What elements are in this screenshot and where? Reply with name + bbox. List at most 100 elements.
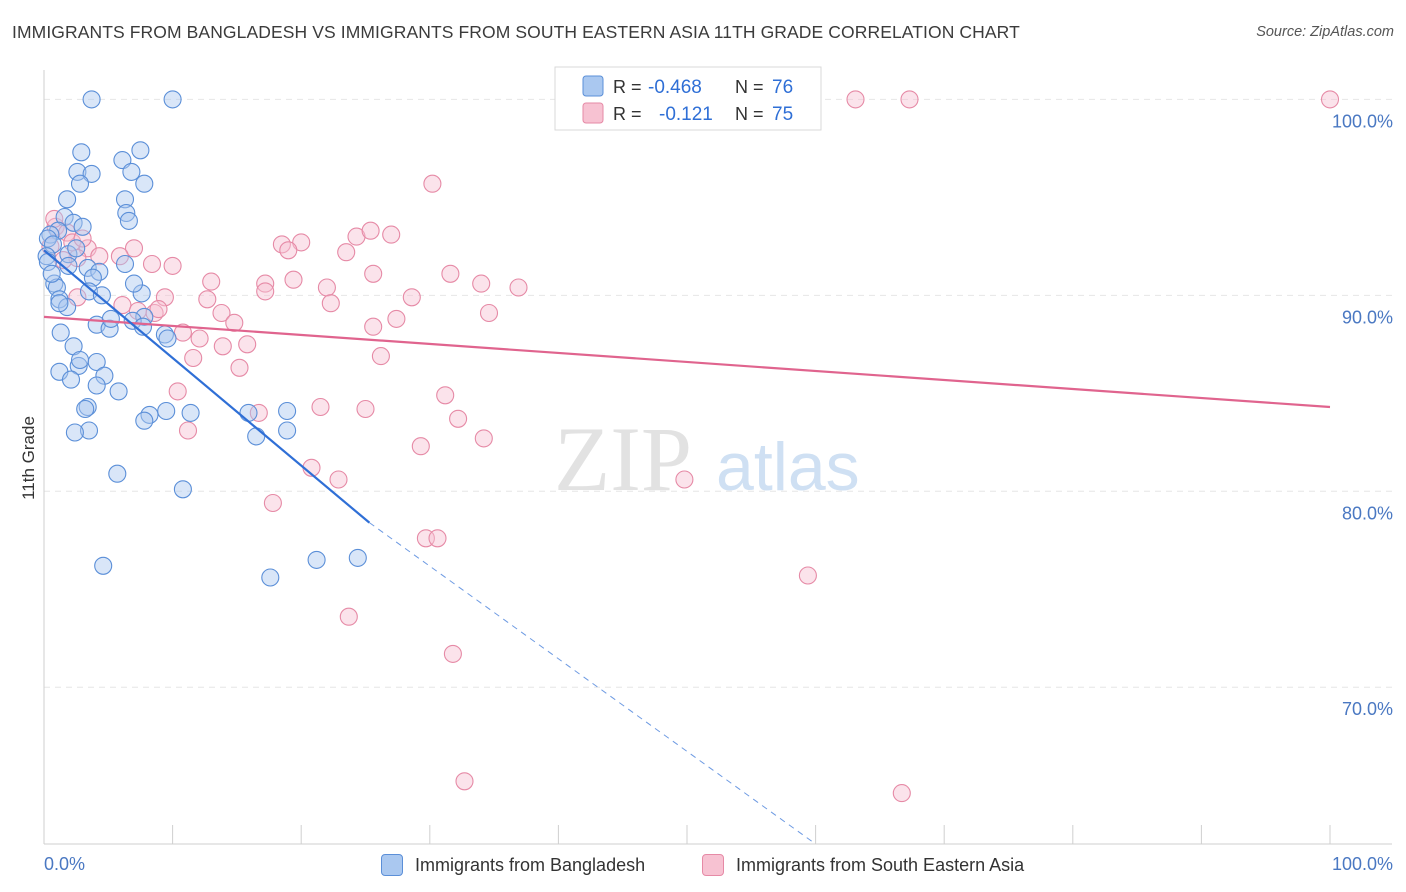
point-bangladesh (43, 235, 63, 254)
point-bangladesh (82, 90, 101, 109)
point-bangladesh (73, 217, 92, 236)
bottom-legend-item-bangladesh[interactable]: Immigrants from Bangladesh (381, 852, 645, 878)
point-south-eastern-asia (675, 470, 694, 489)
point-bangladesh (68, 162, 87, 181)
point-south-eastern-asia (371, 347, 390, 366)
legend-swatch-south-eastern-asia (582, 102, 604, 124)
point-south-eastern-asia (230, 358, 249, 377)
point-south-eastern-asia (317, 278, 336, 297)
source-label: Source: ZipAtlas.com (1256, 24, 1394, 40)
point-bangladesh (131, 141, 150, 160)
point-south-eastern-asia (339, 607, 358, 626)
point-bangladesh (87, 376, 106, 395)
point-south-eastern-asia (213, 337, 232, 356)
point-bangladesh (95, 366, 114, 385)
point-bangladesh (64, 213, 83, 232)
point-bangladesh (135, 174, 154, 193)
point-south-eastern-asia (509, 278, 528, 297)
point-bangladesh (82, 164, 101, 183)
y-tick-label: 70.0% (1342, 699, 1393, 719)
point-south-eastern-asia (449, 409, 468, 428)
point-south-eastern-asia (311, 397, 330, 417)
point-bangladesh (135, 307, 154, 326)
bottom-legend-label-south-eastern-asia: Immigrants from South Eastern Asia (736, 854, 1025, 875)
legend-n-label-1: N = (735, 77, 764, 97)
point-south-eastern-asia (284, 270, 303, 289)
point-south-eastern-asia (212, 303, 231, 323)
point-south-eastern-asia (113, 296, 132, 315)
point-bangladesh (124, 274, 144, 293)
bottom-legend-item-south-eastern-asia[interactable]: Immigrants from South Eastern Asia (702, 852, 1024, 878)
y-tick-label: 90.0% (1342, 307, 1393, 327)
point-bangladesh (61, 370, 81, 389)
point-bangladesh (108, 464, 127, 483)
chart-title: IMMIGRANTS FROM BANGLADESH VS IMMIGRANTS… (12, 22, 1020, 42)
point-south-eastern-asia (142, 254, 162, 274)
point-bangladesh (119, 211, 138, 230)
point-bangladesh (94, 556, 113, 575)
point-south-eastern-asia (423, 174, 442, 193)
bottom-legend: Immigrants from Bangladesh Immigrants fr… (0, 852, 1406, 878)
point-south-eastern-asia (184, 348, 203, 368)
watermark-zip: ZIP (554, 408, 692, 510)
watermark: ZIP atlas (554, 408, 860, 510)
point-bangladesh (92, 286, 111, 305)
point-south-eastern-asia (163, 256, 182, 275)
point-bangladesh (109, 382, 128, 401)
point-bangladesh (37, 247, 56, 266)
point-bangladesh (115, 190, 135, 209)
point-bangladesh (181, 403, 200, 422)
legend-n-value-2: 75 (772, 104, 793, 125)
point-south-eastern-asia (436, 386, 455, 405)
watermark-atlas: atlas (716, 429, 860, 505)
point-bangladesh (278, 421, 297, 440)
point-south-eastern-asia (892, 784, 911, 803)
point-bangladesh (261, 568, 280, 587)
point-south-eastern-asia (155, 288, 174, 307)
point-south-eastern-asia (364, 317, 383, 336)
point-south-eastern-asia (428, 529, 447, 548)
y-tick-label: 100.0% (1332, 111, 1393, 131)
point-bangladesh (158, 329, 177, 348)
point-south-eastern-asia (149, 300, 168, 319)
point-south-eastern-asia (279, 241, 298, 260)
point-south-eastern-asia (474, 429, 493, 448)
point-bangladesh (163, 90, 182, 109)
point-south-eastern-asia (178, 421, 198, 440)
legend-r-label-2: R = (613, 104, 642, 124)
point-south-eastern-asia (402, 288, 421, 307)
point-south-eastern-asia (411, 437, 430, 456)
point-bangladesh (47, 278, 66, 297)
point-bangladesh (140, 405, 159, 424)
point-bangladesh (307, 550, 326, 569)
point-south-eastern-asia (455, 772, 474, 791)
series-south-eastern-asia-points (41, 90, 1340, 803)
point-bangladesh (58, 190, 77, 209)
point-bangladesh (122, 162, 141, 181)
point-south-eastern-asia (263, 493, 282, 513)
point-bangladesh (348, 548, 367, 567)
legend-box: R = -0.468 N = 76 R = -0.121 N = 75 (554, 66, 822, 131)
point-south-eastern-asia (356, 399, 375, 419)
point-south-eastern-asia (249, 403, 268, 422)
point-bangladesh (72, 143, 91, 162)
point-bangladesh (70, 350, 90, 370)
point-south-eastern-asia (256, 274, 275, 293)
bottom-legend-swatch-south-eastern-asia (702, 854, 724, 876)
point-bangladesh (51, 323, 70, 342)
point-bangladesh (132, 284, 151, 303)
legend-r-value-2: -0.121 (659, 104, 713, 125)
point-bangladesh (101, 309, 120, 328)
point-bangladesh (70, 174, 90, 193)
grid-lines (44, 98, 1392, 688)
legend-n-value-1: 76 (772, 77, 793, 98)
point-bangladesh (239, 403, 258, 422)
tick-labels: 70.0% 80.0% 90.0% 100.0% 0.0% 100.0% (44, 111, 1393, 874)
point-bangladesh (50, 294, 69, 313)
x-tick-label-start: 0.0% (44, 854, 85, 874)
point-bangladesh (173, 480, 192, 499)
point-south-eastern-asia (1320, 90, 1340, 109)
trend-line-south-eastern-asia (43, 315, 1331, 409)
point-south-eastern-asia (168, 382, 187, 401)
point-south-eastern-asia (900, 90, 919, 109)
